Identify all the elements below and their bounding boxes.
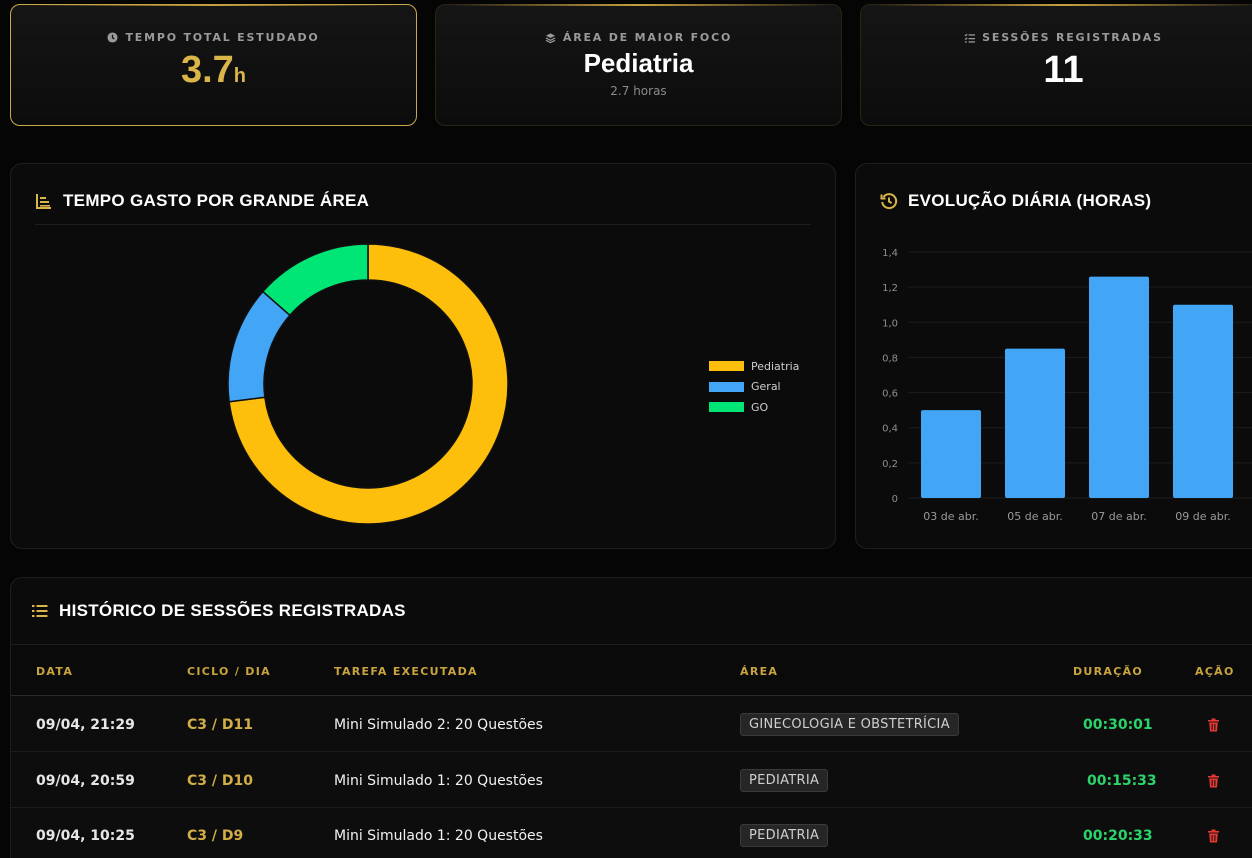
y-tick-label: 0,6	[882, 389, 898, 400]
history-icon	[880, 192, 898, 210]
y-tick-label: 0	[892, 494, 898, 505]
bar[interactable]	[921, 410, 981, 498]
stat-unit: h	[233, 65, 247, 87]
y-tick-label: 1,4	[882, 248, 898, 259]
bar[interactable]	[1089, 276, 1149, 498]
stat-sub-top-area: 2.7 horas	[610, 84, 667, 98]
stat-value-top-area: Pediatria	[583, 48, 694, 78]
legend-swatch	[709, 402, 744, 413]
daily-chart-panel: EVOLUÇÃO DIÁRIA (HORAS) 0 0,2 0,4 0,6 0,8 1,0…	[855, 163, 1252, 549]
row-date: 09/04, 20:59	[36, 772, 135, 789]
delete-button[interactable]	[1207, 697, 1220, 752]
history-title-text: HISTÓRICO DE SESSÕES REGISTRADAS	[59, 601, 406, 620]
stat-label-text: TEMPO TOTAL ESTUDADO	[125, 31, 320, 44]
area-badge: GINECOLOGIA E OBSTETRÍCIA	[740, 713, 959, 736]
x-tick-label: 09 de abr.	[1175, 510, 1230, 523]
list-check-icon	[964, 32, 976, 43]
legend-item-go[interactable]: GO	[709, 397, 799, 418]
layers-icon	[545, 32, 556, 44]
stat-label-text: SESSÕES REGISTRADAS	[982, 31, 1163, 44]
daily-chart-title-text: EVOLUÇÃO DIÁRIA (HORAS)	[908, 191, 1152, 210]
row-cycle: C3 / D11	[187, 716, 253, 733]
stat-card-sessions: SESSÕES REGISTRADAS 11	[860, 4, 1252, 126]
stat-value-total-time: 3.7h	[180, 49, 247, 91]
donut-slice-pediatria[interactable]	[228, 243, 509, 525]
donut-slice-go[interactable]	[261, 243, 369, 317]
col-area: ÁREA	[740, 665, 779, 678]
y-tick-label: 1,2	[882, 283, 898, 294]
donut-legend: Pediatria Geral GO	[709, 356, 799, 418]
y-tick-label: 0,8	[882, 353, 898, 364]
table-row[interactable]: 09/04, 21:29 C3 / D11 Mini Simulado 2: 2…	[11, 697, 1252, 752]
history-title: HISTÓRICO DE SESSÕES REGISTRADAS	[31, 601, 406, 621]
row-duration: 00:15:33	[1087, 772, 1157, 789]
col-action: AÇÃO	[1195, 665, 1235, 678]
panel-divider	[35, 224, 811, 225]
table-row[interactable]: 09/04, 20:59 C3 / D10 Mini Simulado 1: 2…	[11, 753, 1252, 808]
area-badge: PEDIATRIA	[740, 769, 829, 792]
row-area: PEDIATRIA	[740, 808, 829, 858]
bar[interactable]	[1173, 304, 1233, 498]
row-task: Mini Simulado 2: 20 Questões	[334, 716, 543, 733]
stat-label-sessions: SESSÕES REGISTRADAS	[964, 31, 1163, 44]
row-duration: 00:30:01	[1083, 716, 1153, 733]
row-task: Mini Simulado 1: 20 Questões	[334, 827, 543, 844]
trash-icon	[1208, 829, 1219, 842]
area-badge: PEDIATRIA	[740, 824, 829, 847]
col-duration: DURAÇÃO	[1073, 665, 1144, 678]
legend-swatch	[709, 381, 744, 392]
trash-icon	[1208, 774, 1219, 787]
stat-label-total-time: TEMPO TOTAL ESTUDADO	[107, 31, 319, 44]
x-tick-label: 07 de abr.	[1091, 510, 1146, 523]
legend-label: GO	[751, 400, 769, 414]
history-panel: HISTÓRICO DE SESSÕES REGISTRADAS DATA CI…	[10, 577, 1252, 858]
area-chart-panel: TEMPO GASTO POR GRANDE ÁREA Pediatria Ger…	[10, 163, 836, 549]
delete-button[interactable]	[1207, 808, 1220, 858]
row-task: Mini Simulado 1: 20 Questões	[334, 772, 543, 789]
stat-label-text: ÁREA DE MAIOR FOCO	[562, 31, 733, 44]
row-date: 09/04, 21:29	[36, 716, 135, 733]
legend-label: Pediatria	[751, 359, 800, 373]
delete-button[interactable]	[1207, 753, 1220, 808]
bar-chart: 0 0,2 0,4 0,6 0,8 1,0 1,2 1,4 03 de abr. 05 de ab…	[882, 248, 1252, 523]
row-area: GINECOLOGIA E OBSTETRÍCIA	[740, 697, 959, 752]
donut-chart	[227, 243, 509, 525]
col-date: DATA	[36, 665, 74, 678]
chart-bars-icon	[35, 192, 53, 210]
trash-icon	[1208, 718, 1219, 731]
row-cycle: C3 / D10	[187, 772, 253, 789]
x-tick-label: 05 de abr.	[1007, 510, 1062, 523]
legend-label: Geral	[751, 380, 781, 394]
table-row[interactable]: 09/04, 10:25 C3 / D9 Mini Simulado 1: 20…	[11, 808, 1252, 858]
daily-chart-title: EVOLUÇÃO DIÁRIA (HORAS)	[880, 191, 1151, 211]
row-cycle: C3 / D9	[187, 827, 244, 844]
row-date: 09/04, 10:25	[36, 827, 135, 844]
y-tick-label: 0,2	[882, 459, 898, 470]
clock-icon	[107, 32, 119, 43]
y-tick-label: 1,0	[882, 318, 898, 329]
list-icon	[31, 602, 49, 620]
table-header: DATA CICLO / DIA TAREFA EXECUTADA ÁREA D…	[11, 644, 1252, 696]
stat-label-top-area: ÁREA DE MAIOR FOCO	[545, 31, 732, 44]
row-area: PEDIATRIA	[740, 753, 829, 808]
legend-swatch	[709, 361, 744, 372]
row-duration: 00:20:33	[1083, 827, 1153, 844]
area-chart-title-text: TEMPO GASTO POR GRANDE ÁREA	[63, 191, 370, 210]
stat-value-sessions: 11	[1043, 49, 1084, 91]
y-tick-label: 0,4	[882, 424, 898, 435]
col-task: TAREFA EXECUTADA	[334, 665, 478, 678]
col-cycle: CICLO / DIA	[187, 665, 271, 678]
legend-item-pediatria[interactable]: Pediatria	[709, 356, 799, 377]
bar[interactable]	[1005, 348, 1065, 498]
stat-card-total-time: TEMPO TOTAL ESTUDADO 3.7h	[10, 4, 417, 126]
legend-item-geral[interactable]: Geral	[709, 377, 799, 398]
stat-card-top-area: ÁREA DE MAIOR FOCO Pediatria 2.7 horas	[435, 4, 842, 126]
area-chart-title: TEMPO GASTO POR GRANDE ÁREA	[35, 191, 369, 211]
x-tick-label: 03 de abr.	[923, 510, 978, 523]
